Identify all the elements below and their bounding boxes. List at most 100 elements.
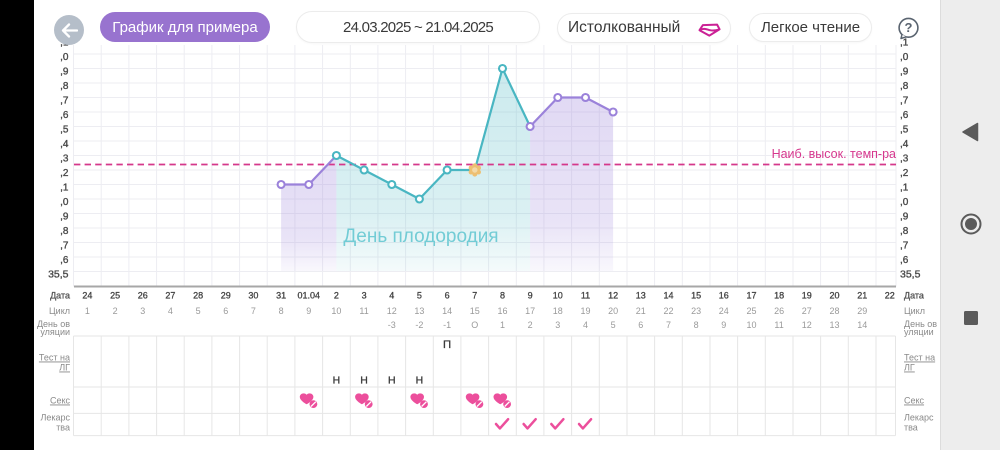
svg-text:4: 4 bbox=[583, 320, 588, 330]
svg-text:8: 8 bbox=[500, 290, 505, 300]
svg-text:П: П bbox=[443, 339, 451, 351]
svg-text:День ов: День ов bbox=[37, 319, 70, 329]
svg-text:16: 16 bbox=[719, 290, 729, 300]
svg-text:2: 2 bbox=[113, 306, 118, 316]
svg-text:,7: ,7 bbox=[900, 241, 909, 252]
svg-text:,1: ,1 bbox=[60, 183, 69, 194]
svg-text:,9: ,9 bbox=[900, 67, 909, 78]
svg-text:,4: ,4 bbox=[900, 139, 909, 150]
svg-text:уляции: уляции bbox=[40, 327, 70, 337]
svg-text:10: 10 bbox=[746, 320, 756, 330]
svg-text:10: 10 bbox=[553, 290, 563, 300]
svg-text:,7: ,7 bbox=[60, 241, 69, 252]
svg-text:День ов: День ов bbox=[904, 319, 937, 329]
svg-text:9: 9 bbox=[528, 290, 533, 300]
svg-text:13: 13 bbox=[414, 306, 424, 316]
svg-text:28: 28 bbox=[193, 290, 203, 300]
svg-text:?: ? bbox=[905, 20, 913, 35]
svg-text:7: 7 bbox=[666, 320, 671, 330]
svg-text:,0: ,0 bbox=[60, 197, 69, 208]
svg-text:,8: ,8 bbox=[900, 226, 909, 237]
svg-text:14: 14 bbox=[442, 306, 452, 316]
svg-text:18: 18 bbox=[774, 290, 784, 300]
svg-text:24: 24 bbox=[719, 306, 729, 316]
svg-text:Дата: Дата bbox=[50, 290, 70, 300]
svg-text:35,5: 35,5 bbox=[48, 269, 69, 281]
svg-text:11: 11 bbox=[774, 320, 783, 330]
svg-text:,2: ,2 bbox=[60, 168, 69, 179]
svg-text:,1: ,1 bbox=[900, 183, 909, 194]
svg-text:31: 31 bbox=[276, 290, 286, 300]
svg-text:11: 11 bbox=[359, 306, 368, 316]
svg-text:Тест на: Тест на bbox=[39, 353, 70, 363]
svg-text:,3: ,3 bbox=[60, 154, 69, 165]
svg-text:18: 18 bbox=[553, 306, 563, 316]
svg-text:22: 22 bbox=[663, 306, 673, 316]
svg-text:,6: ,6 bbox=[900, 110, 909, 121]
svg-text:уляции: уляции bbox=[904, 327, 934, 337]
svg-text:3: 3 bbox=[555, 320, 560, 330]
svg-text:30: 30 bbox=[248, 290, 258, 300]
svg-text:-2: -2 bbox=[415, 320, 423, 330]
svg-text:20: 20 bbox=[608, 306, 618, 316]
svg-text:12: 12 bbox=[608, 290, 618, 300]
svg-text:21: 21 bbox=[857, 290, 867, 300]
svg-text:6: 6 bbox=[223, 306, 228, 316]
svg-text:5: 5 bbox=[611, 320, 616, 330]
svg-text:,3: ,3 bbox=[900, 154, 909, 165]
svg-text:,6: ,6 bbox=[900, 255, 909, 266]
svg-text:26: 26 bbox=[138, 290, 148, 300]
svg-text:Цикл: Цикл bbox=[904, 306, 925, 316]
svg-text:3: 3 bbox=[140, 306, 145, 316]
svg-text:19: 19 bbox=[580, 306, 590, 316]
svg-text:Н: Н bbox=[388, 375, 396, 387]
svg-text:10: 10 bbox=[331, 306, 341, 316]
svg-text:2: 2 bbox=[528, 320, 533, 330]
svg-text:5: 5 bbox=[417, 290, 422, 300]
svg-text:Цикл: Цикл bbox=[49, 306, 70, 316]
svg-text:,7: ,7 bbox=[60, 96, 69, 107]
svg-text:,0: ,0 bbox=[900, 197, 909, 208]
svg-text:,0: ,0 bbox=[900, 52, 909, 63]
svg-text:27: 27 bbox=[802, 306, 812, 316]
svg-text:1: 1 bbox=[500, 320, 505, 330]
svg-text:,8: ,8 bbox=[60, 81, 69, 92]
svg-text:16: 16 bbox=[497, 306, 507, 316]
svg-text:,0: ,0 bbox=[60, 52, 69, 63]
svg-text:Н: Н bbox=[416, 375, 424, 387]
svg-text:,7: ,7 bbox=[900, 96, 909, 107]
svg-text:Наиб. высок. темп-ра: Наиб. высок. темп-ра bbox=[772, 147, 896, 161]
svg-text:,8: ,8 bbox=[900, 81, 909, 92]
svg-text:6: 6 bbox=[638, 320, 643, 330]
svg-text:12: 12 bbox=[802, 320, 812, 330]
svg-text:,9: ,9 bbox=[60, 212, 69, 223]
svg-text:17: 17 bbox=[525, 306, 535, 316]
svg-text:29: 29 bbox=[221, 290, 231, 300]
svg-text:3: 3 bbox=[362, 290, 367, 300]
svg-text:20: 20 bbox=[829, 290, 839, 300]
svg-text:22: 22 bbox=[885, 290, 895, 300]
svg-text:26: 26 bbox=[774, 306, 784, 316]
svg-text:21: 21 bbox=[636, 306, 646, 316]
svg-text:,9: ,9 bbox=[900, 212, 909, 223]
svg-text:23: 23 bbox=[691, 306, 701, 316]
svg-text:Секс: Секс bbox=[50, 396, 71, 406]
svg-text:25: 25 bbox=[746, 306, 756, 316]
svg-text:ЛГ: ЛГ bbox=[904, 363, 915, 373]
svg-text:12: 12 bbox=[387, 306, 397, 316]
svg-text:14: 14 bbox=[857, 320, 867, 330]
svg-text:-1: -1 bbox=[443, 320, 451, 330]
svg-text:14: 14 bbox=[663, 290, 673, 300]
svg-text:Лекарс: Лекарс bbox=[904, 413, 934, 423]
svg-text:День плодородия: День плодородия bbox=[343, 226, 498, 247]
svg-text:13: 13 bbox=[829, 320, 839, 330]
svg-text:6: 6 bbox=[445, 290, 450, 300]
svg-text:13: 13 bbox=[636, 290, 646, 300]
svg-text:,6: ,6 bbox=[60, 110, 69, 121]
svg-text:,1: ,1 bbox=[900, 38, 909, 49]
svg-text:8: 8 bbox=[694, 320, 699, 330]
svg-text:,4: ,4 bbox=[60, 139, 69, 150]
svg-text:28: 28 bbox=[829, 306, 839, 316]
svg-text:,8: ,8 bbox=[60, 226, 69, 237]
svg-text:17: 17 bbox=[746, 290, 756, 300]
